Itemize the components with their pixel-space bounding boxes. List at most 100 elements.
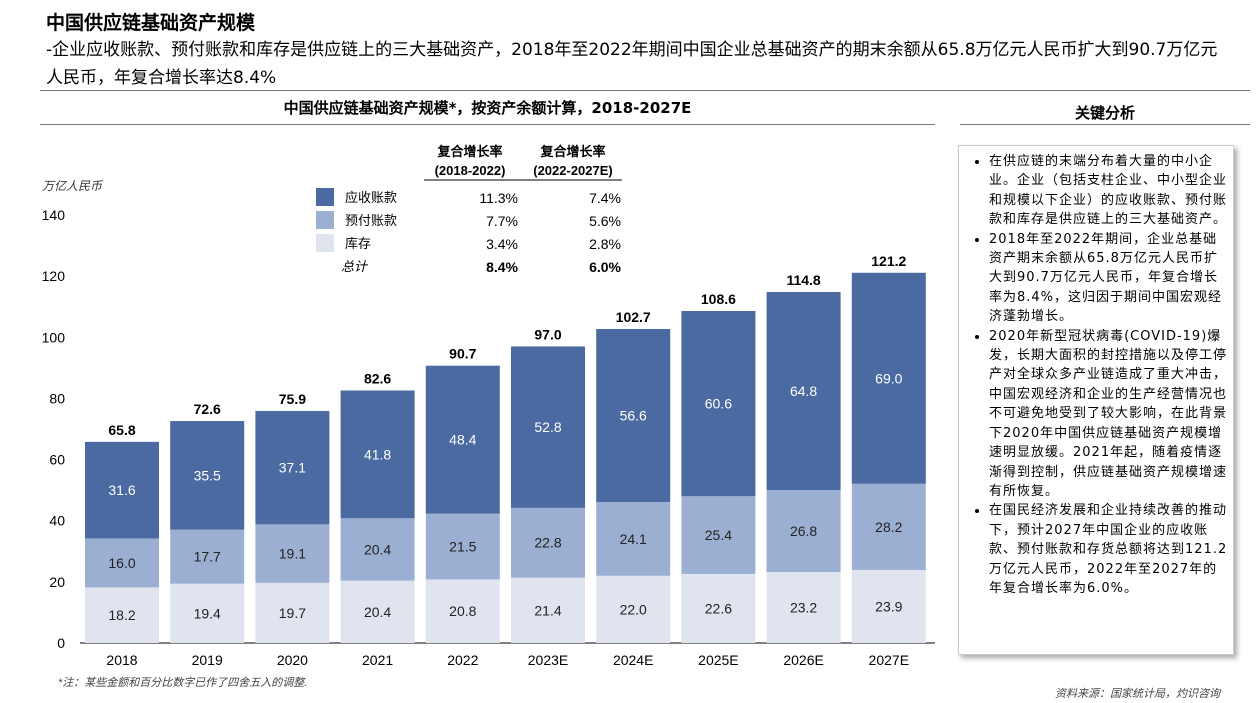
bar-segment	[425, 365, 500, 514]
legend-header-2-line1: 复合增长率	[539, 144, 605, 159]
x-tick-label: 2024E	[613, 652, 653, 668]
legend-cagr-1: 8.4%	[486, 259, 518, 275]
segment-label: 26.8	[790, 523, 817, 539]
analysis-title-underline	[960, 124, 1250, 125]
segment-label: 23.2	[790, 600, 817, 616]
chart-title-underline	[40, 124, 935, 125]
bar-segment	[766, 490, 841, 573]
segment-label: 19.7	[279, 605, 306, 621]
total-label: 108.6	[701, 291, 736, 307]
bar-segment	[851, 483, 926, 570]
y-tick-label: 0	[57, 635, 65, 651]
segment-label: 23.9	[875, 598, 902, 614]
segment-label: 22.6	[705, 600, 732, 616]
bar-segment	[85, 538, 159, 588]
legend-swatch	[316, 188, 334, 206]
axes: 0 20 40 60 80 100 120 140 2018 2019 2020 2021 2022 20…	[42, 207, 935, 668]
segment-label: 17.7	[194, 549, 221, 565]
page-subtitle: -企业应收账款、预付账款和库存是供应链上的三大基础资产，2018年至2022年期…	[46, 40, 1218, 88]
legend-cagr-2: 7.4%	[589, 190, 621, 206]
total-label: 72.6	[194, 401, 221, 417]
bar-segment	[596, 502, 671, 576]
page-title: 中国供应链基础资产规模	[46, 12, 256, 34]
analysis-bullet: 2020年新型冠状病毒(COVID-19)爆发，长期大面积的封控措施以及停工停产…	[989, 327, 1229, 502]
x-tick-label: 2018	[106, 652, 137, 668]
segment-label: 21.5	[449, 539, 476, 555]
segment-label: 20.4	[364, 541, 391, 557]
segment-label: 69.0	[875, 370, 902, 386]
legend-cagr-1: 11.3%	[479, 190, 518, 206]
analysis-bullet: 在国民经济发展和企业持续改善的推动下，预计2027年中国企业的应收账款、预付账款…	[989, 501, 1229, 598]
y-tick-label: 20	[49, 574, 65, 590]
x-tick-label: 2025E	[698, 652, 738, 668]
bar-segment	[766, 292, 841, 491]
y-tick-label: 100	[42, 329, 66, 345]
bar-segment	[255, 410, 330, 525]
segment-label: 24.1	[620, 531, 647, 547]
bar-segment	[425, 513, 500, 580]
y-tick-label: 120	[42, 268, 66, 284]
total-label: 102.7	[616, 309, 651, 325]
bar-segment	[851, 569, 926, 643]
y-tick-label: 80	[49, 390, 65, 406]
bar-segment	[340, 580, 415, 643]
total-label: 82.6	[364, 370, 391, 386]
legend-header-1-line2: (2018-2022)	[435, 163, 506, 178]
bar-segment	[511, 346, 585, 508]
bar-segment	[681, 573, 756, 643]
stacked-bar-chart: 万亿人民币 0 20 40 60 80 100 120 140 2018 2019 2020 2021…	[42, 144, 935, 689]
bar-segment	[681, 310, 756, 497]
x-tick-label: 2026E	[783, 652, 823, 668]
segment-label: 22.0	[620, 601, 647, 617]
total-label: 97.0	[534, 326, 561, 342]
segment-label: 20.4	[364, 604, 391, 620]
legend-label: 库存	[345, 236, 371, 251]
analysis-bullet: 2018年至2022年期间，企业总基础资产期末余额从65.8万亿元人民币扩大到9…	[989, 230, 1229, 327]
bar-segment	[425, 579, 500, 643]
bar-segment	[85, 587, 159, 643]
analysis-bullet: 在供应链的末端分布着大量的中小企业。企业（包括支柱企业、中小型企业和规模以下企业…	[989, 152, 1229, 230]
footnote: *注：某些金额和百分比数字已作了四舍五入的调整.	[58, 676, 307, 689]
legend-cagr-1: 7.7%	[486, 213, 518, 229]
segment-label: 31.6	[108, 482, 135, 498]
bar-segment	[340, 518, 415, 581]
total-label: 75.9	[279, 391, 306, 407]
segment-label: 20.8	[449, 603, 476, 619]
segment-label: 16.0	[108, 555, 135, 571]
segment-label: 35.5	[194, 467, 221, 483]
segment-label: 28.2	[875, 519, 902, 535]
bars: 18.2 16.0 31.6 65.8 19.4 17.7 35.5 72.6 19.7 19.1…	[85, 253, 926, 643]
bar-segment	[85, 441, 159, 539]
segment-label: 52.8	[534, 419, 561, 435]
bar-segment	[511, 577, 585, 643]
bar-segment	[255, 524, 330, 583]
bar-segment	[766, 572, 841, 643]
bar-segment	[170, 421, 245, 530]
divider	[40, 90, 1250, 91]
legend-cagr-2: 2.8%	[589, 236, 621, 252]
bar-segment	[596, 575, 671, 643]
legend-label: 预付账款	[345, 213, 397, 228]
segment-label: 56.6	[620, 408, 647, 424]
segment-label: 37.1	[279, 460, 306, 476]
analysis-box: 在供应链的末端分布着大量的中小企业。企业（包括支柱企业、中小型企业和规模以下企业…	[958, 145, 1234, 655]
x-tick-label: 2019	[192, 652, 223, 668]
segment-label: 19.1	[279, 546, 306, 562]
bar-segment	[681, 496, 756, 574]
bar-segment	[255, 582, 330, 643]
bar-segment	[170, 529, 245, 584]
legend-cagr-2: 6.0%	[589, 259, 621, 275]
x-tick-label: 2027E	[869, 652, 909, 668]
total-label: 121.2	[871, 253, 906, 269]
legend-cagr-2: 5.6%	[589, 213, 621, 229]
segment-label: 18.2	[108, 607, 135, 623]
bar-segment	[511, 507, 585, 578]
x-tick-label: 2023E	[528, 652, 568, 668]
bar-segment	[851, 272, 926, 484]
segment-label: 21.4	[534, 602, 561, 618]
segment-label: 19.4	[194, 605, 221, 621]
y-axis-unit: 万亿人民币	[42, 179, 104, 193]
segment-label: 25.4	[705, 527, 732, 543]
x-tick-label: 2020	[277, 652, 308, 668]
total-label: 65.8	[108, 422, 135, 438]
